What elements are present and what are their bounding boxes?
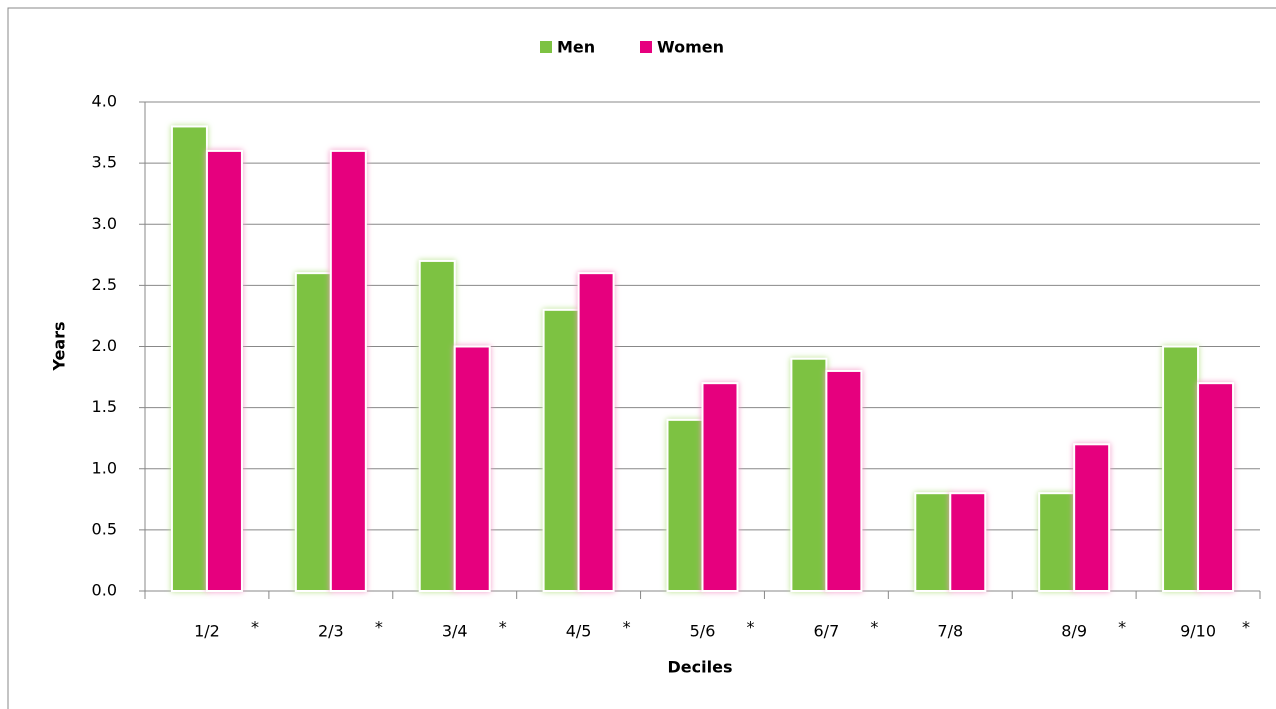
- x-tick-label: 2/3: [318, 622, 344, 641]
- annotation: *: [251, 618, 259, 637]
- bar: [1038, 492, 1076, 593]
- y-tick-label: 3.0: [92, 214, 117, 233]
- bar: [1162, 345, 1200, 592]
- y-axis-title: Years: [50, 321, 69, 371]
- legend-label: Men: [557, 38, 595, 57]
- bar: [418, 259, 456, 592]
- legend-swatch: [640, 41, 652, 53]
- bar: [825, 369, 863, 593]
- x-axis-title: Deciles: [668, 658, 733, 677]
- annotation: *: [623, 618, 631, 637]
- bar: [949, 492, 987, 593]
- y-tick-label: 2.0: [92, 336, 117, 355]
- bar: [790, 357, 828, 592]
- y-tick-label: 0.0: [92, 581, 117, 600]
- x-tick-label: 4/5: [566, 622, 592, 641]
- bar: [205, 149, 243, 592]
- chart-border: [7, 7, 1276, 709]
- bar: [329, 149, 367, 592]
- x-tick-label: 3/4: [442, 622, 468, 641]
- bar: [701, 382, 739, 592]
- x-tick-label: 5/6: [690, 622, 716, 641]
- annotation: *: [870, 618, 878, 637]
- y-tick-label: 3.5: [92, 153, 117, 172]
- bar: [294, 272, 332, 592]
- y-tick-label: 2.5: [92, 275, 117, 294]
- x-tick-label: 8/9: [1061, 622, 1087, 641]
- y-tick-label: 4.0: [92, 92, 117, 111]
- legend-swatch: [540, 41, 552, 53]
- bar: [453, 345, 491, 592]
- x-tick-label: 1/2: [194, 622, 220, 641]
- bar: [542, 308, 580, 592]
- bar: [577, 272, 615, 592]
- annotation: *: [1242, 618, 1250, 637]
- y-tick-label: 0.5: [92, 519, 117, 538]
- bar: [1073, 443, 1111, 592]
- bar: [1197, 382, 1235, 592]
- bar: [666, 418, 704, 592]
- legend-label: Women: [657, 38, 724, 57]
- bar: [170, 125, 208, 592]
- x-tick-label: 7/8: [937, 622, 963, 641]
- y-tick-label: 1.0: [92, 458, 117, 477]
- y-tick-label: 1.5: [92, 397, 117, 416]
- x-tick-label: 6/7: [814, 622, 840, 641]
- bar: [914, 492, 952, 593]
- annotation: *: [499, 618, 507, 637]
- annotation: *: [1118, 618, 1126, 637]
- annotation: *: [375, 618, 383, 637]
- x-tick-label: 9/10: [1180, 622, 1216, 641]
- annotation: *: [747, 618, 755, 637]
